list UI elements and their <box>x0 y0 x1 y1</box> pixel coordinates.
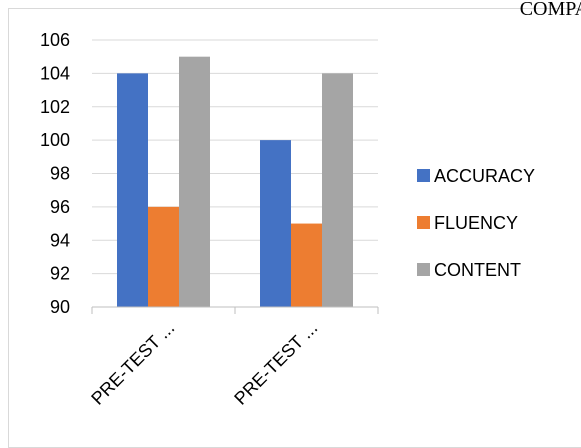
x-tick-label: PRE-TEST ... <box>230 318 321 409</box>
bar-fluency <box>291 223 322 307</box>
y-tick-label: 94 <box>50 230 70 250</box>
y-tick-label: 92 <box>50 264 70 284</box>
y-tick-label: 104 <box>40 63 70 83</box>
legend: ACCURACY FLUENCY CONTENT <box>417 166 535 280</box>
y-tick-label: 96 <box>50 197 70 217</box>
axes <box>91 306 379 314</box>
y-tick-label: 102 <box>40 97 70 117</box>
bar-content <box>179 56 210 307</box>
chart-title-fragment: COMPA <box>519 0 581 20</box>
bar-accuracy <box>260 140 291 307</box>
y-tick-label: 100 <box>40 130 70 150</box>
legend-swatch-accuracy <box>417 169 430 182</box>
y-tick-label: 98 <box>50 164 70 184</box>
bar-accuracy <box>117 73 148 307</box>
bar-content <box>322 73 353 307</box>
x-tick-label: PRE-TEST ... <box>87 318 178 409</box>
legend-swatch-fluency <box>417 216 430 229</box>
y-tick-labels: 90 92 94 96 98 100 102 104 106 <box>40 30 70 317</box>
x-tick-labels: PRE-TEST ... PRE-TEST ... <box>87 318 321 409</box>
legend-label-accuracy: ACCURACY <box>434 166 535 186</box>
legend-swatch-content <box>417 263 430 276</box>
legend-label-fluency: FLUENCY <box>434 213 518 233</box>
bars <box>117 56 353 307</box>
y-tick-label: 90 <box>50 297 70 317</box>
bar-fluency <box>148 206 179 307</box>
legend-label-content: CONTENT <box>434 260 521 280</box>
y-tick-label: 106 <box>40 30 70 50</box>
